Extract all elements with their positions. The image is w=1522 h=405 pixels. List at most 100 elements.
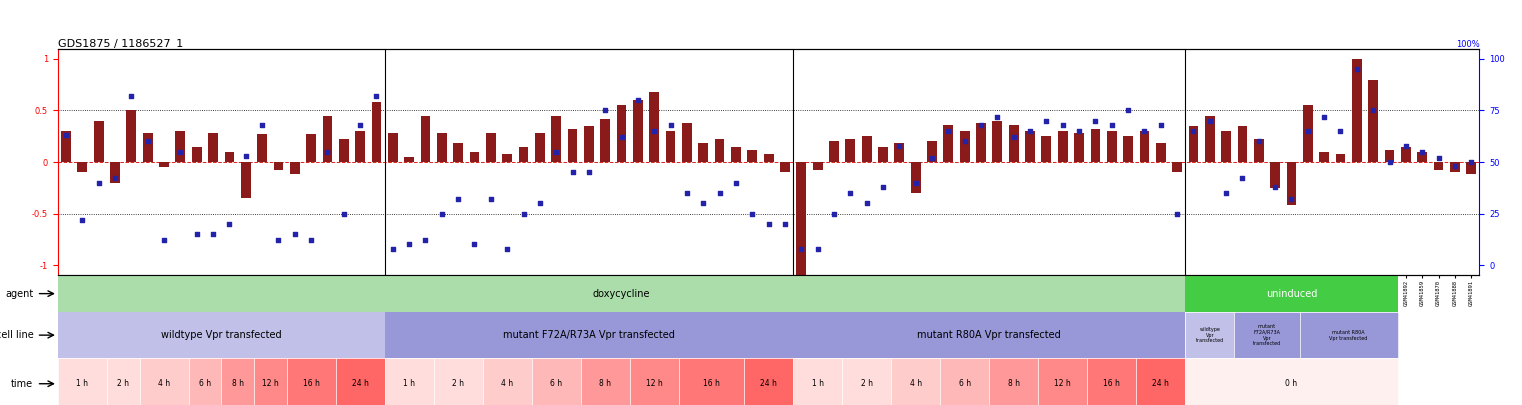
- Point: [70, 217, 94, 223]
- Point: [871, 183, 895, 190]
- Bar: [584, 126, 594, 162]
- Bar: [1026, 131, 1035, 162]
- Bar: [1320, 152, 1329, 162]
- Bar: [94, 121, 103, 162]
- Text: wildtype Vpr transfected: wildtype Vpr transfected: [161, 330, 282, 340]
- Text: 2 h: 2 h: [452, 379, 464, 388]
- Point: [1067, 128, 1091, 134]
- Point: [1280, 196, 1304, 202]
- Point: [1460, 159, 1484, 165]
- Text: 4 h: 4 h: [158, 379, 170, 388]
- Bar: [454, 143, 463, 162]
- Point: [184, 231, 209, 237]
- Point: [233, 153, 257, 159]
- Text: 0 h: 0 h: [1286, 379, 1298, 388]
- Bar: [796, 162, 807, 275]
- Point: [626, 97, 650, 103]
- Point: [1443, 163, 1467, 169]
- Point: [985, 113, 1009, 120]
- Text: 24 h: 24 h: [759, 379, 778, 388]
- Bar: [1254, 139, 1263, 162]
- Text: doxycycline: doxycycline: [592, 289, 650, 298]
- Point: [854, 200, 878, 207]
- Point: [1215, 190, 1239, 196]
- Bar: [878, 147, 887, 162]
- Point: [1263, 183, 1288, 190]
- Bar: [355, 131, 365, 162]
- Bar: [910, 162, 921, 193]
- Bar: [274, 162, 283, 170]
- Bar: [941, 358, 989, 405]
- Bar: [1434, 162, 1443, 170]
- Bar: [385, 358, 434, 405]
- Point: [1099, 122, 1123, 128]
- Bar: [1186, 358, 1397, 405]
- Text: 16 h: 16 h: [1103, 379, 1120, 388]
- Bar: [1106, 131, 1117, 162]
- Bar: [744, 358, 793, 405]
- Bar: [551, 115, 562, 162]
- Bar: [126, 111, 137, 162]
- Bar: [420, 115, 431, 162]
- Bar: [1009, 125, 1018, 162]
- Point: [446, 196, 470, 202]
- Bar: [1221, 131, 1231, 162]
- Point: [609, 134, 633, 141]
- Bar: [630, 358, 679, 405]
- Bar: [1286, 162, 1297, 205]
- Point: [1329, 128, 1353, 134]
- Point: [218, 221, 242, 227]
- Point: [1035, 117, 1059, 124]
- Point: [1132, 128, 1157, 134]
- Bar: [793, 312, 1186, 358]
- Bar: [581, 358, 630, 405]
- Point: [740, 210, 764, 217]
- Point: [1084, 117, 1108, 124]
- Point: [429, 210, 454, 217]
- Text: 16 h: 16 h: [703, 379, 720, 388]
- Text: 1 h: 1 h: [76, 379, 88, 388]
- Point: [887, 142, 912, 149]
- Bar: [1038, 358, 1087, 405]
- Point: [1018, 128, 1043, 134]
- Bar: [568, 129, 577, 162]
- Bar: [1400, 147, 1411, 162]
- Point: [103, 175, 128, 182]
- Point: [478, 196, 502, 202]
- Bar: [1234, 312, 1300, 358]
- Text: 6 h: 6 h: [199, 379, 212, 388]
- Bar: [1075, 133, 1084, 162]
- Point: [904, 179, 928, 186]
- Text: mutant R80A
Vpr transfected: mutant R80A Vpr transfected: [1330, 330, 1368, 341]
- Bar: [1417, 152, 1428, 162]
- Point: [1230, 175, 1254, 182]
- Text: 8 h: 8 h: [231, 379, 244, 388]
- Text: 1 h: 1 h: [403, 379, 416, 388]
- Text: 2 h: 2 h: [860, 379, 872, 388]
- Bar: [1466, 162, 1476, 175]
- Point: [708, 190, 732, 196]
- Point: [397, 241, 422, 248]
- Text: GDS1875 / 1186527_1: GDS1875 / 1186527_1: [58, 38, 183, 49]
- Bar: [650, 92, 659, 162]
- Bar: [209, 133, 218, 162]
- Bar: [1058, 131, 1067, 162]
- Bar: [323, 115, 332, 162]
- Point: [495, 245, 519, 252]
- Bar: [944, 125, 953, 162]
- Point: [283, 231, 307, 237]
- Point: [315, 149, 339, 155]
- Point: [1377, 159, 1402, 165]
- Bar: [1155, 143, 1166, 162]
- Point: [250, 122, 274, 128]
- Text: 2 h: 2 h: [117, 379, 129, 388]
- Bar: [143, 133, 152, 162]
- Point: [1394, 142, 1419, 149]
- Point: [773, 221, 798, 227]
- Text: mutant
F72A/R73A
Vpr
transfected: mutant F72A/R73A Vpr transfected: [1253, 324, 1282, 346]
- Bar: [534, 133, 545, 162]
- Point: [1426, 155, 1450, 161]
- Bar: [989, 358, 1038, 405]
- Bar: [616, 105, 627, 162]
- Bar: [1300, 312, 1397, 358]
